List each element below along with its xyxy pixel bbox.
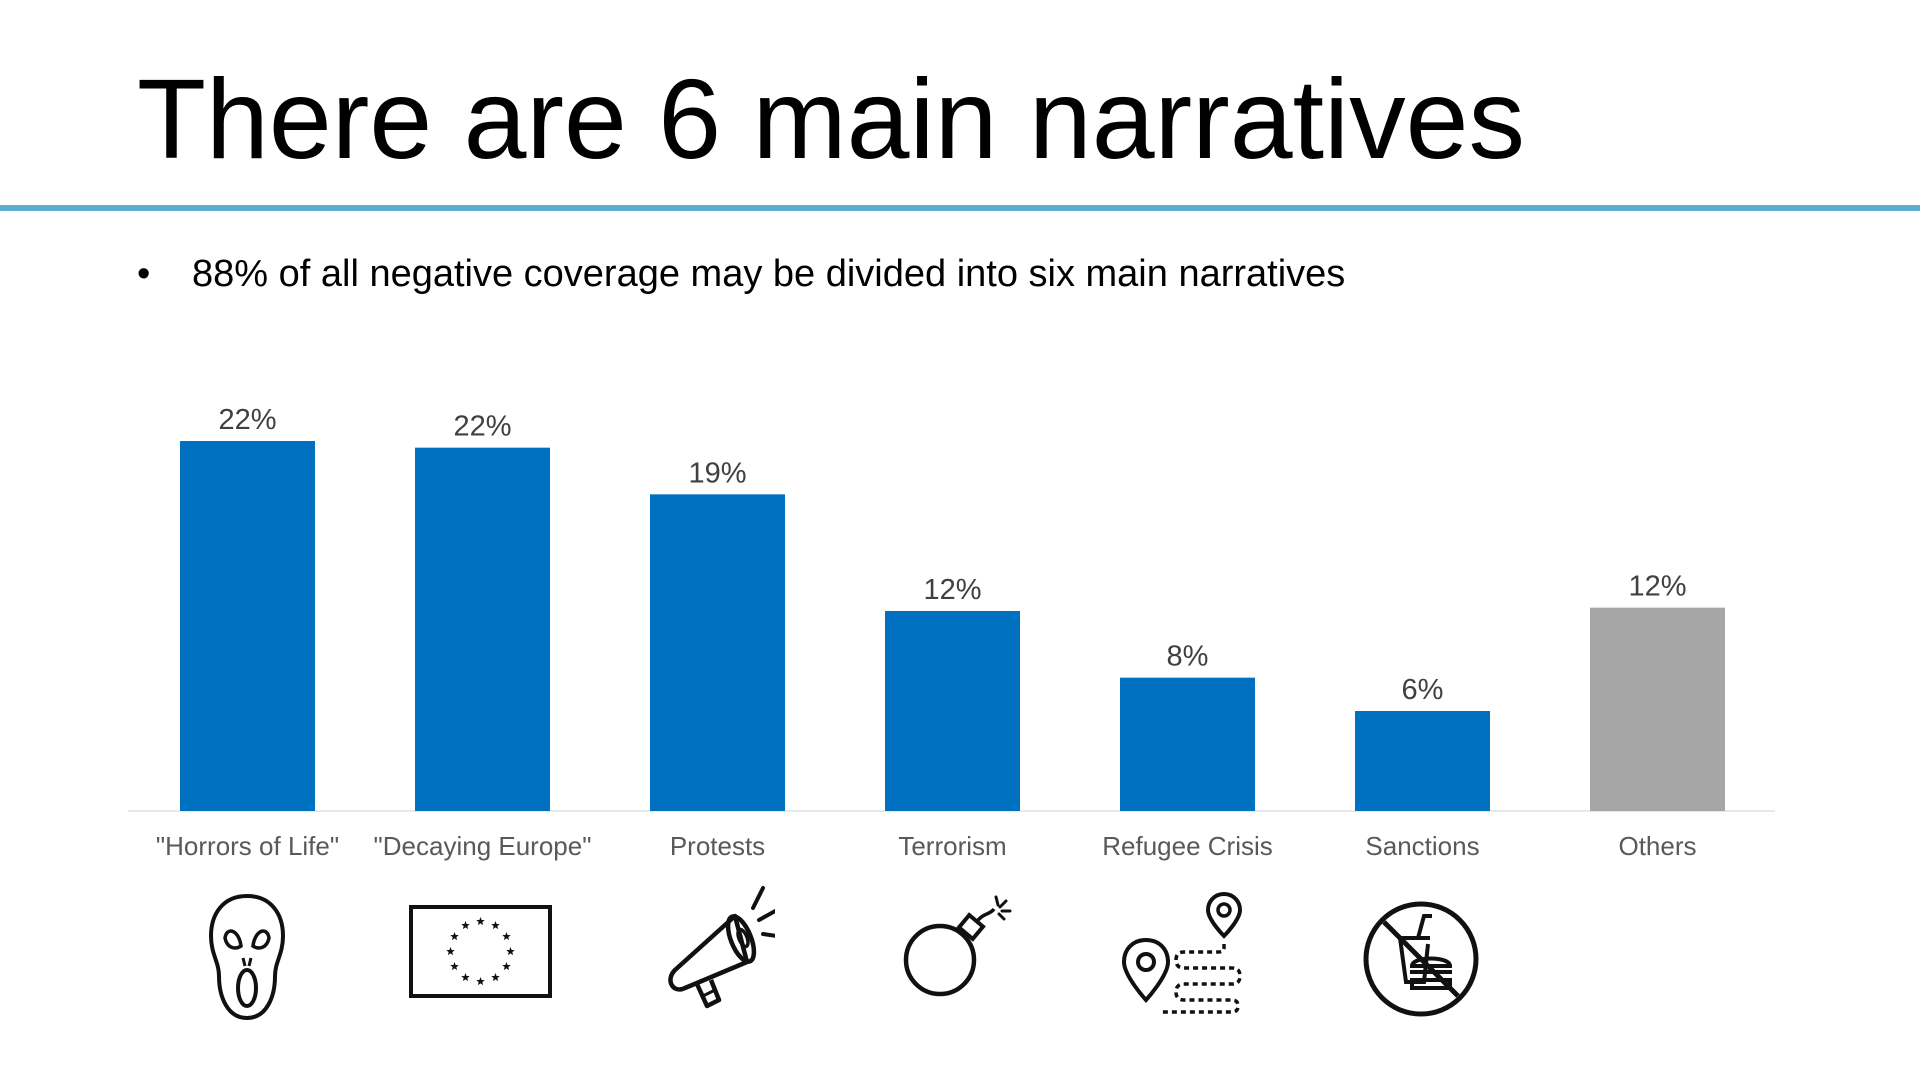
bars-layer: 22% "Horrors of Life" 22% "Decaying Europe"…	[156, 404, 1725, 861]
bar-0	[180, 441, 315, 811]
category-label: Terrorism	[898, 831, 1006, 861]
eu-flag-icon	[409, 905, 552, 998]
data-label: 6%	[1402, 674, 1444, 706]
eu-star-icon	[461, 972, 470, 982]
category-label: Protests	[670, 831, 765, 861]
eu-star-icon	[506, 947, 515, 956]
eu-star-icon	[476, 917, 485, 926]
eu-star-icon	[461, 921, 470, 930]
bar-5	[1355, 711, 1490, 811]
category-label: "Horrors of Life"	[156, 831, 339, 861]
route-map-icon	[1121, 891, 1243, 1014]
bar-4	[1120, 677, 1255, 811]
eu-star-icon	[450, 962, 459, 971]
eu-star-icon	[446, 947, 455, 956]
eu-star-icon	[502, 962, 511, 971]
title-divider	[0, 205, 1920, 211]
category-label: Others	[1618, 831, 1696, 861]
bar-6	[1590, 607, 1725, 811]
data-label: 8%	[1167, 641, 1209, 673]
eu-star-icon	[491, 921, 500, 930]
scream-mask-icon	[208, 893, 286, 1021]
eu-star-icon	[502, 932, 511, 941]
data-label: 22%	[453, 411, 511, 443]
eu-star-icon	[450, 932, 459, 941]
data-label: 12%	[923, 574, 981, 606]
data-label: 19%	[688, 457, 746, 489]
megaphone-icon	[668, 886, 775, 1009]
bomb-icon	[903, 895, 1012, 997]
bar-2	[650, 494, 785, 811]
bullet-dot: •	[137, 253, 151, 295]
category-label: "Decaying Europe"	[374, 831, 592, 861]
data-label: 12%	[1628, 571, 1686, 603]
category-label: Sanctions	[1365, 831, 1479, 861]
bar-chart: 22% "Horrors of Life" 22% "Decaying Europe"…	[128, 404, 1775, 861]
no-food-icon	[1363, 901, 1479, 1017]
bar-1	[415, 447, 550, 811]
eu-star-icon	[491, 972, 500, 982]
data-label: 22%	[218, 404, 276, 436]
eu-star-icon	[476, 977, 485, 986]
bullet-text: 88% of all negative coverage may be divi…	[192, 253, 1346, 295]
bullet-point: • 88% of all negative coverage may be div…	[137, 253, 1345, 296]
bar-3	[885, 611, 1020, 811]
slide-title: There are 6 main narratives	[137, 56, 1526, 182]
category-label: Refugee Crisis	[1102, 831, 1273, 861]
